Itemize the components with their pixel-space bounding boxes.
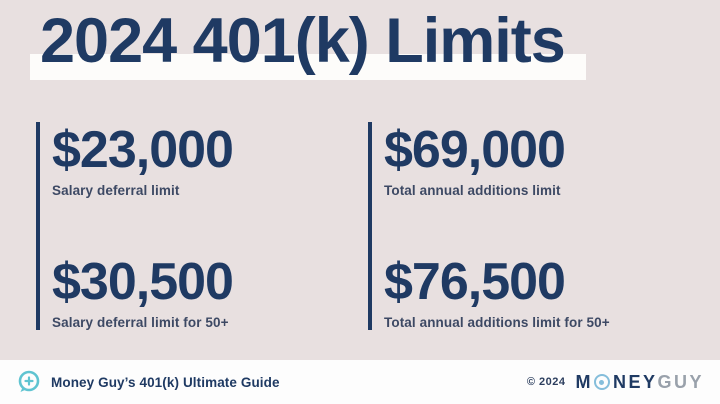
stat-value: $23,000 <box>52 121 234 179</box>
footer-left: Money Guy’s 401(k) Ultimate Guide <box>16 369 280 395</box>
stat-label: Salary deferral limit for 50+ <box>52 315 229 330</box>
stat-total-annual-additions: $69,000 Total annual additions limit <box>384 122 702 198</box>
stats-column-right: $69,000 Total annual additions limit $76… <box>368 122 702 330</box>
title-highlight-bar <box>30 54 586 80</box>
stat-salary-deferral-50plus: $30,500 Salary deferral limit for 50+ <box>52 254 368 330</box>
stats-grid: $23,000 Salary deferral limit $30,500 Sa… <box>36 122 706 330</box>
stat-label: Total annual additions limit for 50+ <box>384 315 610 330</box>
moneyguy-logo: M NEY GUY <box>575 372 704 393</box>
stat-label: Salary deferral limit <box>52 183 180 198</box>
footer-guide-label: Money Guy’s 401(k) Ultimate Guide <box>51 374 280 390</box>
logo-letters-ney: NEY <box>612 371 658 392</box>
stat-total-annual-additions-50plus: $76,500 Total annual additions limit for… <box>384 254 702 330</box>
chat-plus-icon <box>16 369 42 395</box>
stats-column-left: $23,000 Salary deferral limit $30,500 Sa… <box>36 122 368 330</box>
stat-label: Total annual additions limit <box>384 183 561 198</box>
footer-right: © 2024 M NEY GUY <box>527 372 704 393</box>
page-title: 2024 401(k) Limits <box>40 6 566 76</box>
stat-value: $30,500 <box>52 253 234 311</box>
stat-salary-deferral: $23,000 Salary deferral limit <box>52 122 368 198</box>
footer-bar: Money Guy’s 401(k) Ultimate Guide © 2024… <box>0 360 720 404</box>
copyright-text: © 2024 <box>526 376 566 388</box>
logo-letters-guy: GUY <box>657 371 704 392</box>
stat-value: $69,000 <box>384 121 566 179</box>
stat-value: $76,500 <box>384 253 566 311</box>
logo-o-target-icon <box>593 374 610 390</box>
logo-letter-m: M <box>575 371 593 392</box>
